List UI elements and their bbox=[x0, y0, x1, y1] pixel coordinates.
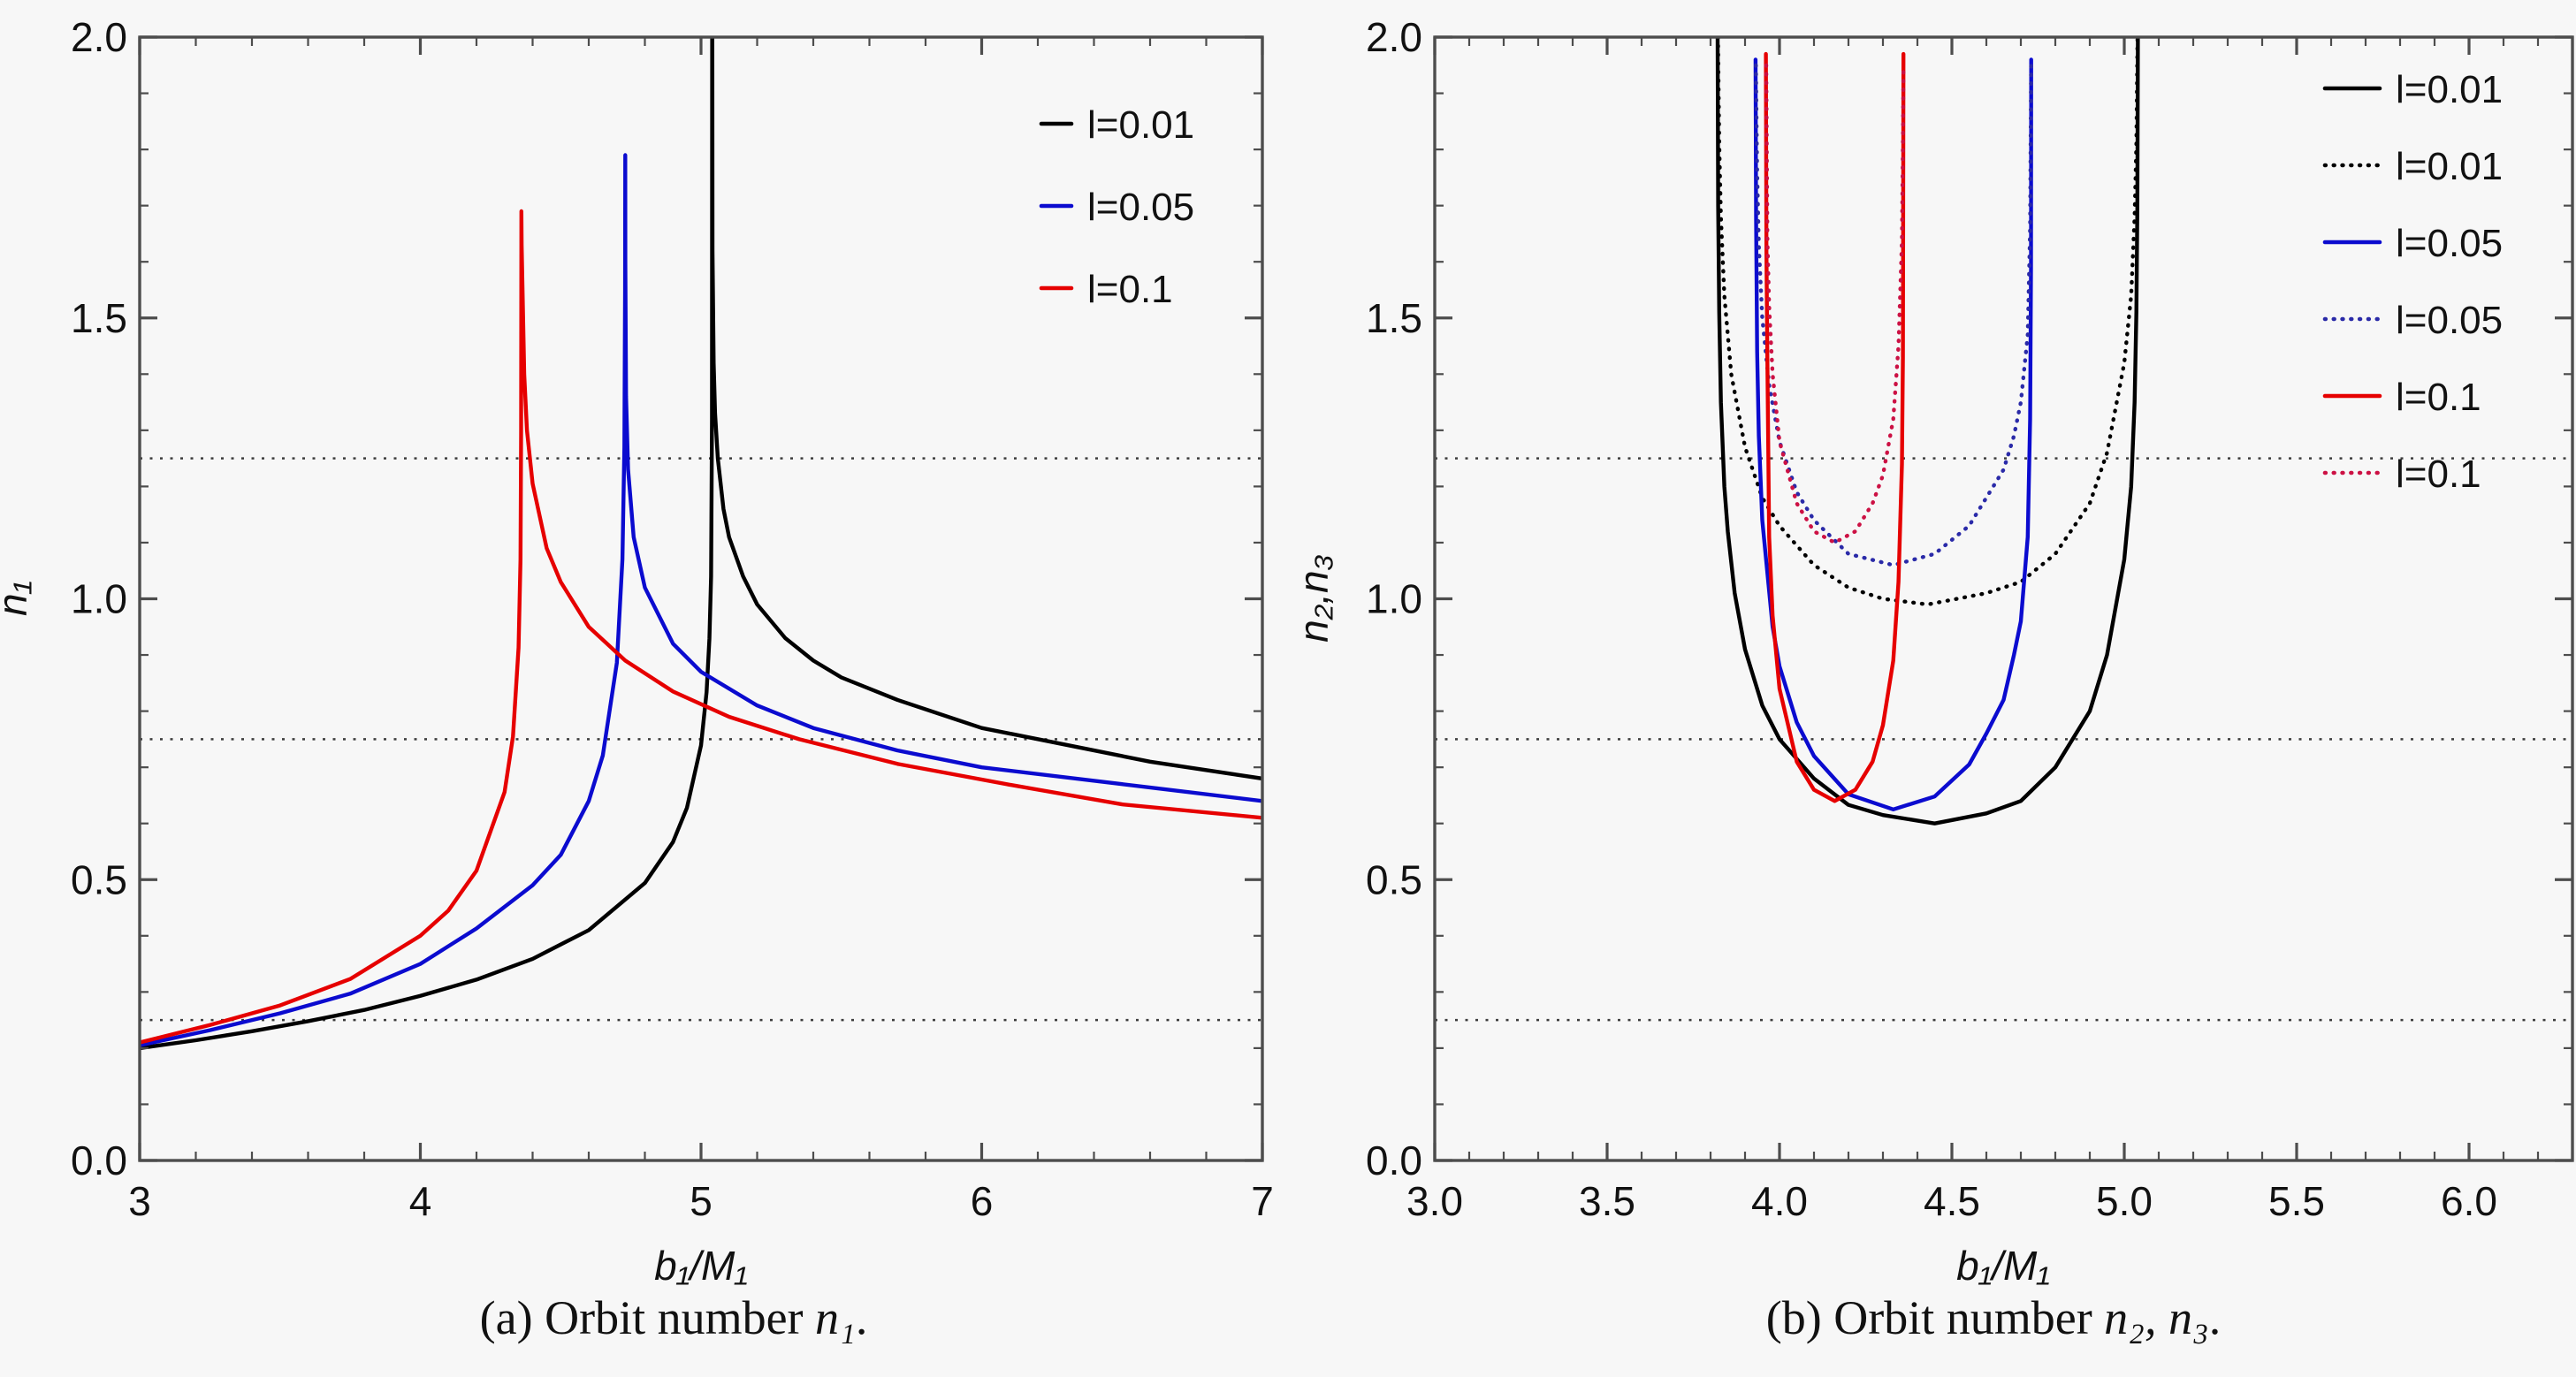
panel-a-legend-label-2: l=0.1 bbox=[1087, 268, 1173, 311]
curve-panel-b-n3-l-0.1 bbox=[1764, 63, 1906, 545]
panel-b-x-tick-labels: 3.0 3.5 4.0 4.5 5.0 5.5 6.0 bbox=[1406, 1178, 2497, 1224]
panel-b-y-axis-label: n₂,n₃ bbox=[1291, 554, 1337, 643]
caption-a-math: n₁ bbox=[815, 1291, 856, 1344]
panel-b-y-tick-label-0.5: 0.5 bbox=[1366, 856, 1422, 902]
curve-panel-b-n3-l-0.05 bbox=[1754, 63, 2033, 567]
panel-a-legend-label-0: l=0.01 bbox=[1087, 103, 1194, 147]
panel-b-x-tick-label-5.5: 5.5 bbox=[2268, 1178, 2325, 1224]
panel-a-y-tick-labels: 0.0 0.5 1.0 1.5 2.0 bbox=[71, 14, 127, 1183]
panel-b-ticks bbox=[1433, 35, 2574, 1162]
caption-panel-b: (b) Orbit number n₂, n₃. bbox=[1766, 1290, 2221, 1345]
panel-a-x-tick-label-4: 4 bbox=[409, 1178, 432, 1224]
panel-a-x-tick-labels: 3 4 5 6 7 bbox=[128, 1178, 1274, 1224]
panel-b-frame bbox=[1433, 35, 2574, 1162]
panel-a-legend: l=0.01 l=0.05 l=0.1 bbox=[1039, 103, 1194, 311]
panel-b-y-tick-label-0.0: 0.0 bbox=[1366, 1137, 1422, 1183]
panel-a-y-tick-label-0.0: 0.0 bbox=[71, 1137, 127, 1183]
caption-a-prefix: (a) Orbit number bbox=[479, 1291, 816, 1344]
panel-a-y-tick-label-1.0: 1.0 bbox=[71, 576, 127, 622]
curve-panel-b-n2-l-0.05 bbox=[1753, 57, 2033, 811]
panel-b-legend-label-1: l=0.01 bbox=[2396, 145, 2503, 188]
panel-a-curves bbox=[140, 37, 1262, 1051]
panel-b-x-tick-label-3.5: 3.5 bbox=[1579, 1178, 1635, 1224]
panel-a-x-tick-label-7: 7 bbox=[1251, 1178, 1274, 1224]
panel-b-legend-label-2: l=0.05 bbox=[2396, 222, 2503, 265]
curve-panel-b-n2-l-0.1 bbox=[1764, 51, 1906, 803]
panel-b-x-tick-label-4.5: 4.5 bbox=[1924, 1178, 1980, 1224]
caption-b-suffix: . bbox=[2208, 1291, 2222, 1344]
panel-b-legend-label-4: l=0.1 bbox=[2396, 376, 2481, 419]
curve-panel-a-n1-l-0.1 bbox=[140, 209, 1262, 1045]
curve-panel-b-n2-l-0.01 bbox=[1715, 37, 2140, 825]
caption-panel-a: (a) Orbit number n₁. bbox=[480, 1290, 868, 1345]
panel-b-x-tick-label-3.0: 3.0 bbox=[1406, 1178, 1463, 1224]
caption-a-suffix: . bbox=[855, 1291, 868, 1344]
panel-b-x-axis-label: b₁/M₁ bbox=[1956, 1243, 2050, 1289]
panel-b-chart: 3.0 3.5 4.0 4.5 5.0 5.5 6.0 0.0 0.5 1.0 1.5 2.0 b₁/M… bbox=[1291, 14, 2574, 1289]
curve-panel-a-n1-l-0.01 bbox=[140, 37, 1262, 1051]
panel-b-legend: l=0.01 l=0.01 l=0.05 l=0.05 l=0.1 l=0.1 bbox=[2322, 68, 2503, 496]
panel-b-y-tick-label-2.0: 2.0 bbox=[1366, 14, 1422, 60]
curve-panel-b-n3-l-0.01 bbox=[1716, 37, 2140, 607]
panel-b-legend-label-0: l=0.01 bbox=[2396, 68, 2503, 111]
panel-b-x-tick-label-5.0: 5.0 bbox=[2096, 1178, 2153, 1224]
caption-b-prefix: (b) Orbit number bbox=[1765, 1291, 2105, 1344]
panel-b-legend-label-3: l=0.05 bbox=[2396, 299, 2503, 342]
panel-a-ticks bbox=[138, 35, 1264, 1162]
panel-a-x-tick-label-6: 6 bbox=[971, 1178, 994, 1224]
panel-b-x-tick-label-6.0: 6.0 bbox=[2441, 1178, 2497, 1224]
panel-b-y-tick-label-1.0: 1.0 bbox=[1366, 576, 1422, 622]
panel-a-chart: 3 4 5 6 70.00.51.01.52.0b₁/M₁n₁l=0.01l=0.05l… bbox=[0, 14, 1274, 1289]
caption-b-math: n₂, n₃ bbox=[2104, 1291, 2209, 1344]
panel-a-x-tick-label-5: 5 bbox=[690, 1178, 713, 1224]
panel-a-y-tick-label-2.0: 2.0 bbox=[71, 14, 127, 60]
panel-a-legend-label-1: l=0.05 bbox=[1087, 186, 1194, 229]
panel-b-curves bbox=[1715, 37, 2140, 825]
panel-b-gridlines bbox=[1435, 457, 2572, 1022]
panel-b-legend-label-5: l=0.1 bbox=[2396, 453, 2481, 496]
panel-b-y-tick-labels: 0.0 0.5 1.0 1.5 2.0 bbox=[1366, 14, 1422, 1183]
curve-panel-a-n1-l-0.05 bbox=[140, 153, 1262, 1047]
panel-a-y-tick-label-1.5: 1.5 bbox=[71, 295, 127, 341]
panel-b-y-tick-label-1.5: 1.5 bbox=[1366, 295, 1422, 341]
panel-a-x-axis-label: b₁/M₁ bbox=[654, 1243, 748, 1289]
panel-b-x-tick-label-4.0: 4.0 bbox=[1751, 1178, 1808, 1224]
panel-a-y-tick-label-0.5: 0.5 bbox=[71, 856, 127, 902]
panel-a-x-tick-label-3: 3 bbox=[128, 1178, 151, 1224]
panel-a-y-axis-label: n₁ bbox=[0, 581, 35, 616]
